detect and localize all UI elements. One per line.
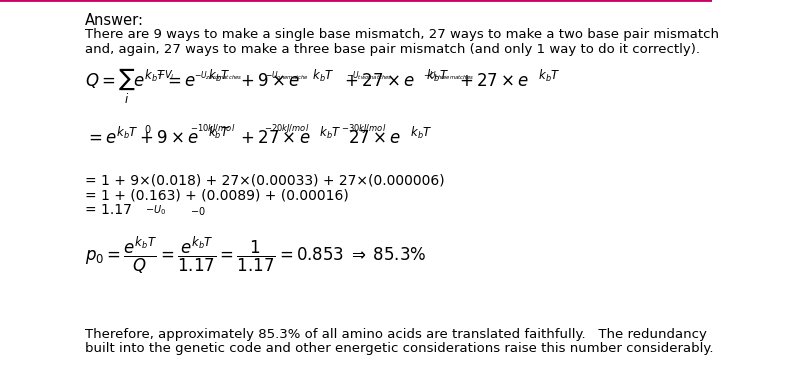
Text: $-20kJ/mol$: $-20kJ/mol$: [263, 122, 309, 135]
Text: Answer:: Answer:: [85, 13, 143, 28]
Text: $= e^{k_bT} + 9 \times e^{\;\;\;k_bT} \;\; + 27 \times e^{\;\;\;k_bT} \;\; 27 \t: $= e^{k_bT} + 9 \times e^{\;\;\;k_bT} \;…: [85, 127, 432, 148]
Text: $0$: $0$: [144, 123, 152, 135]
Text: $-U_0$: $-U_0$: [145, 203, 166, 217]
Text: built into the genetic code and other energetic considerations raise this number: built into the genetic code and other en…: [85, 342, 713, 355]
Text: and, again, 27 ways to make a three base pair mismatch (and only 1 way to do it : and, again, 27 ways to make a three base…: [85, 43, 699, 56]
Text: $-10kJ/mol$: $-10kJ/mol$: [190, 122, 235, 135]
Text: $p_0 = \dfrac{e^{k_bT}}{Q} = \dfrac{e^{k_bT}}{1.17} = \dfrac{1}{1.17} = 0.853 \;: $p_0 = \dfrac{e^{k_bT}}{Q} = \dfrac{e^{k…: [85, 235, 426, 277]
Text: $-U_{threematches}$: $-U_{threematches}$: [423, 69, 474, 82]
Text: = 1.17: = 1.17: [85, 203, 131, 217]
Text: $-0$: $-0$: [190, 205, 206, 217]
Text: There are 9 ways to make a single base mismatch, 27 ways to make a two base pair: There are 9 ways to make a single base m…: [85, 28, 718, 41]
Text: $Q = \sum_i e^{k_bT} = e^{\;\;\;\;k_bT} \;\; + 9 \times e^{\;\;\;\;k_bT} \;\; + : $Q = \sum_i e^{k_bT} = e^{\;\;\;\;k_bT} …: [85, 66, 560, 106]
Text: $-U_{onematche}$: $-U_{onematche}$: [266, 69, 310, 82]
Text: $-U_{zeromatches}$: $-U_{zeromatches}$: [194, 69, 242, 82]
Text: $-30kJ/mol$: $-30kJ/mol$: [341, 122, 386, 135]
Text: $-U_{twomatches}$: $-U_{twomatches}$: [346, 69, 392, 82]
Text: = 1 + (0.163) + (0.0089) + (0.00016): = 1 + (0.163) + (0.0089) + (0.00016): [85, 188, 348, 202]
Text: $-V_i$: $-V_i$: [156, 68, 174, 82]
Text: Therefore, approximately 85.3% of all amino acids are translated faithfully.   T: Therefore, approximately 85.3% of all am…: [85, 328, 706, 341]
Text: = 1 + 9×(0.018) + 27×(0.00033) + 27×(0.000006): = 1 + 9×(0.018) + 27×(0.00033) + 27×(0.0…: [85, 173, 444, 187]
